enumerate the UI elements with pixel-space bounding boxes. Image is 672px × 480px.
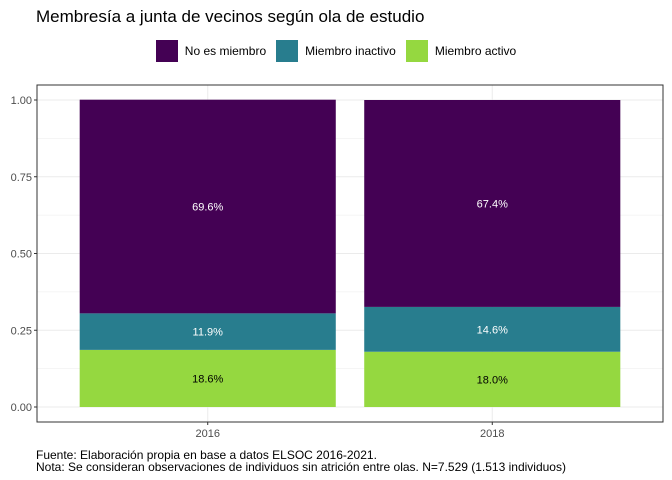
data-label-miembro-inactivo-2016: 11.9% [193, 327, 224, 339]
caption: Fuente: Elaboración propia en base a dat… [36, 449, 566, 473]
bar-miembro-activo-2018 [364, 351, 621, 407]
y-tick-label: 0.25 [11, 325, 32, 337]
data-label-no-es-miembro-2016: 69.6% [192, 202, 223, 214]
legend-label-miembro-inactivo: Miembro inactivo [305, 44, 396, 58]
legend-swatch-miembro-inactivo [276, 40, 299, 62]
panel-border [36, 84, 664, 423]
legend-swatch-no-es-miembro [155, 40, 178, 62]
legend-label-miembro-activo: Miembro activo [434, 44, 517, 58]
y-tick-label: 0.50 [11, 249, 32, 261]
data-label-no-es-miembro-2018: 67.4% [477, 198, 508, 210]
data-label-miembro-activo-2016: 18.6% [192, 373, 223, 385]
chart-title: Membresía a junta de vecinos según ola d… [36, 7, 425, 26]
legend-item-miembro-inactivo: Miembro inactivo [276, 40, 396, 62]
bar-miembro-inactivo-2016 [79, 313, 336, 350]
bar-no-es-miembro-2016 [79, 99, 336, 314]
legend: No es miembro Miembro inactivo Miembro a… [0, 39, 672, 63]
legend-item-no-es-miembro: No es miembro [155, 40, 267, 62]
y-tick-label: 0.75 [11, 172, 32, 184]
x-tick-label: 2018 [480, 428, 504, 440]
y-tick-label: 0.00 [11, 402, 32, 414]
data-label-miembro-activo-2018: 18.0% [477, 374, 508, 386]
data-label-miembro-inactivo-2018: 14.6% [477, 324, 508, 336]
caption-source: Fuente: Elaboración propia en base a dat… [36, 448, 377, 462]
bar-miembro-inactivo-2018 [364, 306, 621, 352]
legend-swatch-miembro-activo [405, 40, 428, 62]
x-tick-label: 2016 [195, 428, 219, 440]
legend-label-no-es-miembro: No es miembro [184, 44, 267, 58]
caption-note: Nota: Se consideran observaciones de ind… [36, 460, 566, 474]
legend-item-miembro-activo: Miembro activo [405, 40, 517, 62]
bar-no-es-miembro-2018 [364, 100, 621, 307]
y-tick-label: 1.00 [11, 95, 32, 107]
bar-miembro-activo-2016 [79, 349, 336, 407]
